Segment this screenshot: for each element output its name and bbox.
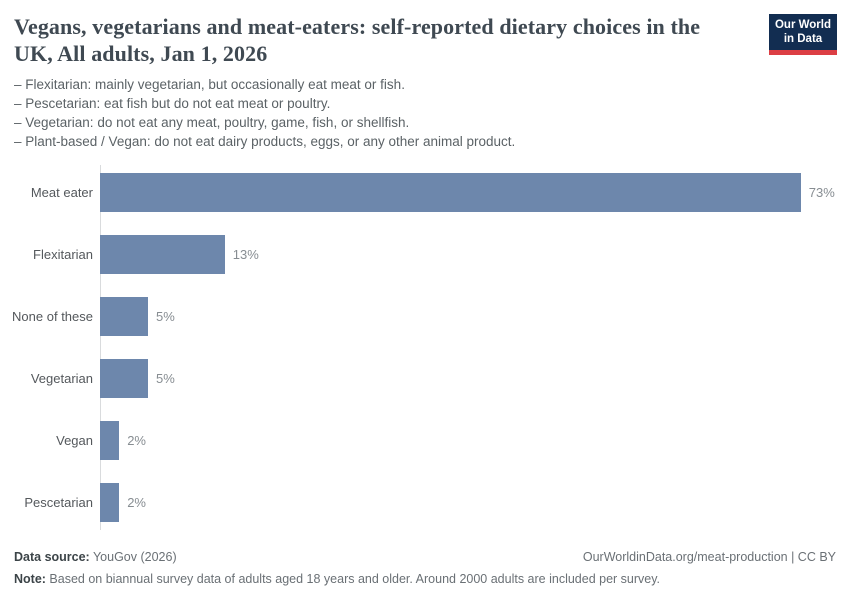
category-label: Vegetarian [30, 371, 93, 386]
bar-row: Meat eater 73% [0, 173, 850, 212]
value-label: 5% [156, 371, 175, 386]
owid-logo-red-bar [769, 50, 837, 55]
definition-flexitarian: – Flexitarian: mainly vegetarian, but oc… [14, 77, 405, 92]
value-label: 2% [127, 495, 146, 510]
category-label: Meat eater [30, 185, 93, 200]
note-label: Note: [14, 572, 46, 586]
bar[interactable] [100, 173, 801, 212]
chart-footer: Data source: YouGov (2026) OurWorldinDat… [14, 546, 836, 590]
category-label: None of these [12, 309, 93, 324]
definition-vegetarian: – Vegetarian: do not eat any meat, poult… [14, 115, 410, 130]
bar[interactable] [100, 421, 120, 460]
note-value: Based on biannual survey data of adults … [45, 572, 661, 586]
owid-logo[interactable]: Our World in Data [769, 14, 837, 55]
category-label: Pescetarian [24, 495, 93, 510]
footer-source-row: Data source: YouGov (2026) OurWorldinDat… [14, 546, 836, 568]
chart-title: Vegans, vegetarians and meat-eaters: sel… [14, 14, 701, 66]
bar[interactable] [100, 359, 148, 398]
chart-rows: Meat eater 73% Flexitarian 13% None of these… [0, 165, 850, 522]
value-label: 2% [127, 433, 146, 448]
bar-row: None of these 5% [0, 297, 850, 336]
bar[interactable] [100, 235, 225, 274]
owid-logo-text: Our World in Data [769, 14, 837, 50]
chart-header: Vegans, vegetarians and meat-eaters: sel… [14, 13, 836, 151]
bar[interactable] [100, 297, 148, 336]
bar-row: Vegetarian 5% [0, 359, 850, 398]
owid-logo-line1: Our World [774, 19, 831, 31]
footer-note-row: Note: Based on biannual survey data of a… [14, 568, 836, 590]
definition-vegan: – Plant-based / Vegan: do not eat dairy … [14, 134, 516, 149]
category-label: Vegan [56, 433, 93, 448]
bar[interactable] [100, 483, 120, 522]
data-source-value: YouGov (2026) [89, 550, 177, 564]
value-label: 13% [232, 247, 259, 262]
category-label: Flexitarian [33, 247, 93, 262]
owid-logo-line2: in Data [783, 33, 823, 45]
definition-pescetarian: – Pescetarian: eat fish but do not eat m… [14, 96, 331, 111]
value-label: 73% [808, 185, 835, 200]
chart-subtitle: – Flexitarian: mainly vegetarian, but oc… [14, 75, 836, 151]
bar-chart: Meat eater 73% Flexitarian 13% None of these… [0, 165, 850, 535]
bar-row: Vegan 2% [0, 421, 850, 460]
bar-row: Pescetarian 2% [0, 483, 850, 522]
data-source-label: Data source: [14, 550, 90, 564]
data-source-text: Data source: YouGov (2026) [14, 546, 177, 568]
value-label: 5% [156, 309, 175, 324]
y-axis-line [100, 165, 101, 530]
bar-row: Flexitarian 13% [0, 235, 850, 274]
attribution-link[interactable]: OurWorldinData.org/meat-production | CC … [582, 550, 836, 564]
